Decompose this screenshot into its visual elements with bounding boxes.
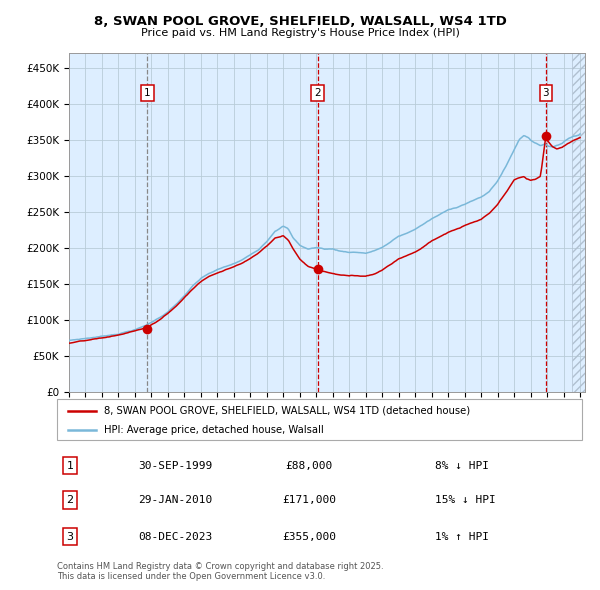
Text: £355,000: £355,000 — [282, 532, 336, 542]
Text: 29-JAN-2010: 29-JAN-2010 — [139, 495, 212, 505]
Text: 1: 1 — [67, 461, 74, 470]
Text: 2: 2 — [67, 495, 74, 505]
Text: 8, SWAN POOL GROVE, SHELFIELD, WALSALL, WS4 1TD: 8, SWAN POOL GROVE, SHELFIELD, WALSALL, … — [94, 15, 506, 28]
Text: Price paid vs. HM Land Registry's House Price Index (HPI): Price paid vs. HM Land Registry's House … — [140, 28, 460, 38]
Text: 08-DEC-2023: 08-DEC-2023 — [139, 532, 212, 542]
Text: 30-SEP-1999: 30-SEP-1999 — [139, 461, 212, 470]
Text: 1: 1 — [144, 88, 151, 98]
Text: £171,000: £171,000 — [282, 495, 336, 505]
Text: 3: 3 — [67, 532, 74, 542]
Text: 2: 2 — [314, 88, 321, 98]
Text: 3: 3 — [542, 88, 549, 98]
Text: 8, SWAN POOL GROVE, SHELFIELD, WALSALL, WS4 1TD (detached house): 8, SWAN POOL GROVE, SHELFIELD, WALSALL, … — [104, 406, 470, 416]
Text: £88,000: £88,000 — [286, 461, 332, 470]
Text: 15% ↓ HPI: 15% ↓ HPI — [435, 495, 496, 505]
Text: 1% ↑ HPI: 1% ↑ HPI — [435, 532, 489, 542]
Text: Contains HM Land Registry data © Crown copyright and database right 2025.
This d: Contains HM Land Registry data © Crown c… — [57, 562, 383, 581]
Text: HPI: Average price, detached house, Walsall: HPI: Average price, detached house, Wals… — [104, 425, 324, 434]
Text: 8% ↓ HPI: 8% ↓ HPI — [435, 461, 489, 470]
